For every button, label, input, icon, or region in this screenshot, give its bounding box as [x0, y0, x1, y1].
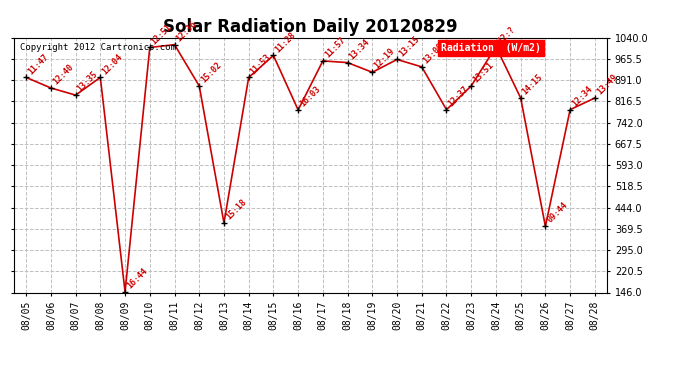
Text: 13:35: 13:35	[76, 70, 99, 94]
Text: 15:02: 15:02	[199, 60, 224, 85]
Title: Solar Radiation Daily 20120829: Solar Radiation Daily 20120829	[164, 18, 457, 36]
Text: 12:?: 12:?	[496, 25, 516, 45]
Text: 12:04: 12:04	[100, 52, 124, 76]
Text: 09:44: 09:44	[545, 201, 569, 225]
Text: 14:15: 14:15	[521, 72, 544, 96]
Text: 12:37: 12:37	[446, 84, 471, 108]
Text: 15:18: 15:18	[224, 197, 248, 222]
Text: 12:40: 12:40	[51, 63, 75, 87]
Text: 16:03: 16:03	[298, 84, 322, 108]
Text: 12:34: 12:34	[570, 84, 594, 108]
Text: 13:34: 13:34	[348, 37, 372, 61]
Text: 16:44: 16:44	[125, 267, 149, 291]
Text: 12:19: 12:19	[373, 47, 396, 71]
Text: 12:51: 12:51	[150, 22, 174, 46]
Text: 11:47: 11:47	[26, 52, 50, 76]
Text: 13:15: 13:15	[397, 34, 421, 58]
Text: 13:49: 13:49	[595, 72, 619, 96]
Text: 11:53: 11:53	[248, 52, 273, 76]
Text: 11:57: 11:57	[323, 35, 347, 60]
Text: Radiation  (W/m2): Radiation (W/m2)	[441, 43, 541, 52]
Text: Copyright 2012 Cartronics.com: Copyright 2012 Cartronics.com	[20, 43, 176, 52]
Text: 13:00: 13:00	[422, 41, 446, 66]
Text: 13:51: 13:51	[471, 60, 495, 85]
Text: 11:28: 11:28	[273, 30, 297, 54]
Text: 12:36: 12:36	[175, 19, 199, 43]
